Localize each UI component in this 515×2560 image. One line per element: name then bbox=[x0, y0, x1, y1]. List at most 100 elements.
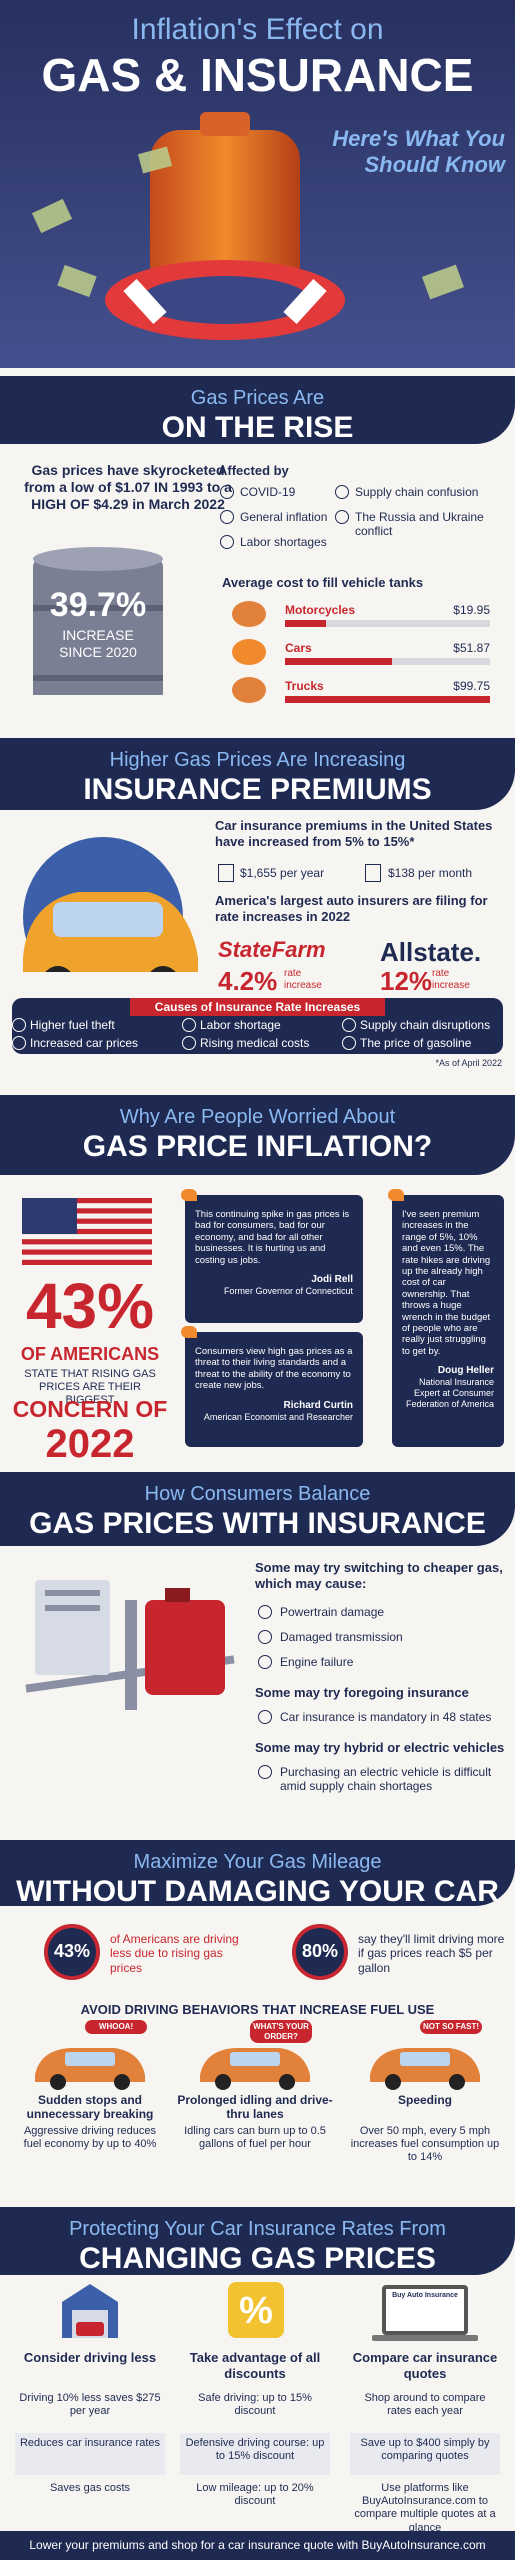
speech-bubble: WHAT'S YOUR ORDER? bbox=[250, 2020, 312, 2044]
column-title: Compare car insurance quotes bbox=[352, 2350, 498, 2381]
shape bbox=[76, 2322, 104, 2336]
shape bbox=[33, 557, 163, 695]
shape bbox=[35, 2048, 145, 2090]
icon bbox=[258, 1765, 272, 1779]
icon bbox=[12, 1036, 26, 1050]
laptop-base bbox=[372, 2335, 478, 2341]
section-band bbox=[0, 1840, 515, 1906]
column-item: Safe driving: up to 15% discount bbox=[198, 2392, 312, 2418]
shape bbox=[45, 966, 71, 972]
quote-author: Doug Heller bbox=[437, 1365, 494, 1377]
quote-text: This continuing spike in gas prices is b… bbox=[195, 1209, 350, 1266]
group-item: Damaged transmission bbox=[280, 1630, 403, 1644]
laptop-label: Buy Auto Insurance bbox=[392, 2292, 458, 2299]
title-top: Inflation's Effect on bbox=[131, 13, 384, 46]
behavior-title: Sudden stops and unnecessary breaking bbox=[26, 2093, 154, 2122]
factor: General inflation bbox=[240, 510, 328, 524]
bar bbox=[285, 658, 392, 665]
quote-role: American Economist and Researcher bbox=[203, 1411, 353, 1422]
column-item: Driving 10% less saves $275 per year bbox=[19, 2392, 161, 2418]
insurer-label: rate increase bbox=[284, 968, 322, 991]
header-art bbox=[0, 0, 515, 368]
group-title: Some may try foregoing insurance bbox=[255, 1685, 469, 1700]
section-heading-main: GAS PRICE INFLATION? bbox=[82, 1130, 433, 1163]
column-title: Take advantage of all discounts bbox=[189, 2350, 321, 2381]
car bbox=[200, 2048, 310, 2090]
car bbox=[35, 2048, 145, 2090]
icon bbox=[342, 1036, 356, 1050]
shape bbox=[449, 2074, 465, 2090]
vehicle-name: Motorcycles bbox=[285, 603, 356, 617]
barrel bbox=[33, 547, 163, 695]
group-title: Some may try switching to cheaper gas, w… bbox=[255, 1560, 503, 1591]
vehicle-cost: $99.75 bbox=[453, 679, 490, 693]
worried-concern: CONCERN OF bbox=[12, 1396, 168, 1422]
icon bbox=[342, 1018, 356, 1032]
vehicle-name: Trucks bbox=[285, 679, 324, 693]
behavior-title: Speeding bbox=[397, 2093, 452, 2107]
quote-role: Former Governor of Connecticut bbox=[223, 1285, 353, 1296]
column-item: Use platforms like BuyAutoInsurance.com … bbox=[354, 2482, 496, 2534]
vehicle-cost: $19.95 bbox=[453, 603, 490, 617]
icon bbox=[258, 1630, 272, 1644]
icon bbox=[335, 510, 349, 524]
shape bbox=[230, 2052, 280, 2066]
section-heading-main: CHANGING GAS PRICES bbox=[79, 2242, 436, 2275]
gas-intro: Gas prices have skyrocketed from a low o… bbox=[24, 462, 232, 512]
worried-stat-label: OF AMERICANS bbox=[20, 1344, 160, 1364]
behaviors-title: AVOID DRIVING BEHAVIORS THAT INCREASE FU… bbox=[80, 2002, 435, 2017]
section-band bbox=[0, 2207, 515, 2275]
icon bbox=[12, 1018, 26, 1032]
icon bbox=[220, 510, 234, 524]
shape bbox=[165, 1588, 190, 1602]
vehicle-icon bbox=[232, 639, 266, 665]
quote-author: Richard Curtin bbox=[283, 1399, 353, 1411]
shape bbox=[22, 1239, 152, 1245]
factor: Supply chain confusion bbox=[355, 485, 479, 499]
column-item: Defensive driving course: up to 15% disc… bbox=[180, 2433, 330, 2475]
tank-title: Average cost to fill vehicle tanks bbox=[222, 575, 424, 590]
per-year: $1,655 per year bbox=[240, 866, 325, 880]
worried-stat-text: STATE THAT RISING GAS PRICES ARE THEIR B… bbox=[24, 1368, 156, 1407]
cause: Supply chain disruptions bbox=[360, 1018, 491, 1032]
premium-text: Car insurance premiums in the United Sta… bbox=[215, 818, 493, 849]
worried-stat: 43% bbox=[25, 1270, 155, 1342]
section-band bbox=[0, 1472, 515, 1546]
shape bbox=[22, 1228, 152, 1235]
bar-track bbox=[285, 620, 490, 627]
column-item: Saves gas costs bbox=[49, 2482, 131, 2494]
shape bbox=[62, 2284, 118, 2338]
section-heading-main: INSURANCE PREMIUMS bbox=[83, 773, 432, 806]
subtitle: Here's What You Should Know bbox=[332, 126, 505, 178]
group-title: Some may try hybrid or electric vehicles bbox=[255, 1740, 505, 1755]
shape bbox=[65, 2052, 115, 2066]
garage-icon bbox=[62, 2284, 118, 2338]
cause: Labor shortage bbox=[200, 1018, 281, 1032]
group-item: Powertrain damage bbox=[280, 1605, 385, 1619]
shape bbox=[114, 2074, 130, 2090]
shape bbox=[25, 1580, 235, 1710]
vehicle-icon bbox=[232, 677, 266, 703]
shape bbox=[22, 1208, 152, 1214]
bar bbox=[285, 620, 326, 627]
icon bbox=[220, 535, 234, 549]
section-heading-top: How Consumers Balance bbox=[144, 1483, 371, 1505]
section-band bbox=[0, 1095, 515, 1175]
icon bbox=[365, 864, 381, 882]
shape bbox=[145, 1600, 225, 1695]
laptop bbox=[382, 2285, 468, 2335]
discount-icon: % bbox=[228, 2282, 284, 2338]
icon bbox=[218, 864, 234, 882]
shape bbox=[125, 1600, 137, 1710]
insurer-logo: Allstate. bbox=[380, 937, 482, 967]
column-title: Consider driving less bbox=[23, 2350, 157, 2365]
section-heading-top: Why Are People Worried About bbox=[119, 1106, 396, 1128]
shape bbox=[33, 547, 163, 695]
icon bbox=[258, 1655, 272, 1669]
icon bbox=[258, 1710, 272, 1724]
group-item: Car insurance is mandatory in 48 states bbox=[280, 1710, 492, 1724]
insurer-increase: 12% bbox=[380, 966, 433, 996]
group-item: Engine failure bbox=[280, 1655, 354, 1669]
factor: Labor shortages bbox=[240, 535, 327, 549]
balance-illustration bbox=[25, 1580, 235, 1710]
